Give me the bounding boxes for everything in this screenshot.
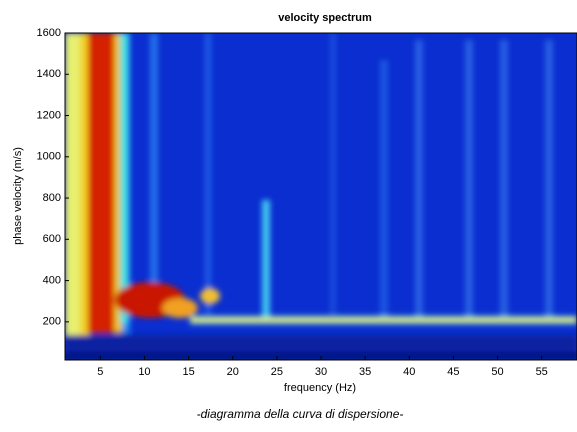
x-tick-label: 35 <box>359 366 371 378</box>
y-axis-label: phase velocity (m/s) <box>12 147 24 245</box>
x-tick-label: 40 <box>403 366 415 378</box>
axes: 5 10 15 20 25 30 35 40 45 50 55 200 400 600 800 1000 120… <box>37 27 548 378</box>
y-tick-label: 400 <box>43 274 61 286</box>
y-tick-label: 800 <box>43 192 61 204</box>
y-tick-label: 1000 <box>37 151 61 163</box>
y-tick-label: 1400 <box>37 68 61 80</box>
x-tick-label: 25 <box>271 366 283 378</box>
y-tick-label: 600 <box>43 233 61 245</box>
x-tick-label: 45 <box>447 366 459 378</box>
y-tick-label: 200 <box>43 316 61 328</box>
x-tick-label: 55 <box>536 366 548 378</box>
x-axis-label: frequency (Hz) <box>284 382 356 394</box>
x-tick-label: 5 <box>97 366 103 378</box>
x-tick-label: 50 <box>491 366 503 378</box>
chart-title: velocity spectrum <box>278 12 372 24</box>
x-tick-label: 30 <box>315 366 327 378</box>
x-tick-label: 15 <box>182 366 194 378</box>
x-tick-label: 20 <box>227 366 239 378</box>
spectrum-image <box>65 33 577 360</box>
caption: -diagramma della curva di dispersione- <box>197 407 404 421</box>
y-tick-label: 1600 <box>37 27 61 39</box>
x-tick-label: 10 <box>138 366 150 378</box>
y-tick-label: 1200 <box>37 109 61 121</box>
